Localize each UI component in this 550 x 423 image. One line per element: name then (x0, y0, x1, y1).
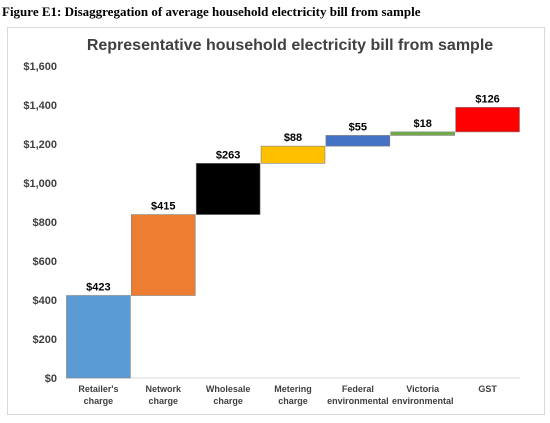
data-label: $126 (475, 93, 499, 105)
data-label: $88 (284, 132, 302, 144)
y-tick-label: $400 (33, 295, 57, 307)
data-label: $263 (216, 149, 240, 161)
y-tick-label: $600 (33, 256, 57, 268)
x-tick-label: Network charge (146, 384, 183, 406)
bars (66, 107, 520, 379)
data-label: $423 (86, 282, 110, 294)
bar (260, 145, 326, 164)
figure-caption: Figure E1: Disaggregation of average hou… (2, 4, 421, 19)
x-tick-label: Metering charge (274, 384, 312, 406)
x-tick-label: Retailer's charge (78, 384, 118, 406)
x-tick-label: Wholesale charge (206, 384, 251, 406)
y-tick-label: $0 (45, 373, 57, 385)
bar (195, 163, 261, 215)
data-label: $415 (151, 201, 175, 213)
bar (325, 135, 391, 147)
y-tick-label: $1,000 (23, 178, 57, 190)
chart-title: Representative household electricity bil… (87, 37, 493, 54)
x-axis: Retailer's charge Network charge Wholesale ch… (66, 377, 520, 406)
bar (390, 131, 455, 136)
x-tick-label: Federal environmental (327, 384, 389, 406)
x-tick-label: GST (478, 384, 497, 394)
bar (131, 214, 196, 296)
data-label: $55 (349, 121, 367, 133)
y-tick-label: $800 (33, 217, 57, 229)
y-tick-label: $1,600 (23, 61, 57, 73)
y-tick-label: $1,200 (23, 139, 57, 151)
y-tick-label: $200 (33, 334, 57, 346)
x-tick-label: Victoria environmental (392, 384, 454, 406)
bar (455, 107, 520, 133)
data-label: $18 (414, 118, 432, 130)
y-tick-label: $1,400 (23, 100, 57, 112)
data-labels: $423 $415 $263 $88 $55 $18 $126 (86, 93, 500, 293)
bar (66, 295, 131, 379)
y-axis: $0 $200 $400 $600 $800 $1,000 $1,200 $1,400 $1,6… (23, 61, 57, 385)
